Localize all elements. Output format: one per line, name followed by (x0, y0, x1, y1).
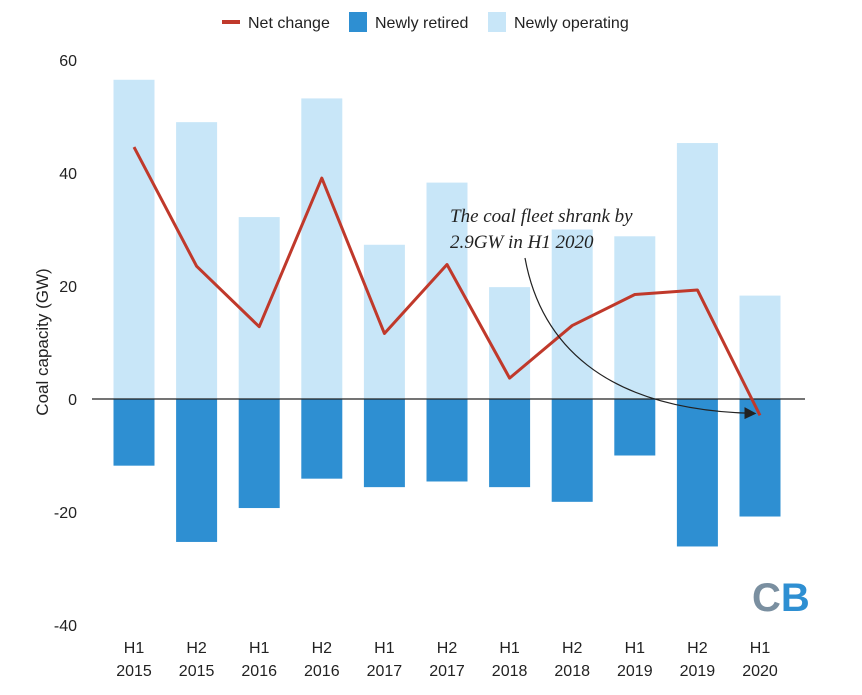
legend-swatch-line (222, 20, 240, 24)
newly-retired-bar (176, 399, 218, 542)
y-tick-label: 40 (59, 166, 77, 183)
x-axis: H1 2015 H2 2015 H1 2016 H2 2016 H1 2017 H2 2017 H1 20… (116, 640, 778, 680)
newly-retired-bar (363, 399, 405, 488)
x-tick-label: H2 2015 (179, 640, 215, 680)
x-tick-label: H1 2016 (241, 640, 277, 680)
newly-retired-bar (614, 399, 656, 456)
newly-operating-bar (676, 143, 718, 399)
x-tick-label: H2 2019 (680, 640, 716, 680)
net-change-line (132, 146, 762, 417)
newly-retired-bar (301, 399, 343, 479)
cb-logo-text: CB (752, 576, 810, 620)
legend: Net change Newly retired Newly operating (222, 12, 629, 32)
newly-retired-bar (426, 399, 468, 482)
legend-label: Newly operating (514, 15, 629, 32)
newly-retired-bar (676, 399, 718, 547)
x-tick-label: H1 2020 (742, 640, 778, 680)
newly-operating-bar (551, 229, 593, 399)
newly-operating-bar (176, 122, 218, 400)
annotation-line-1: The coal fleet shrank by (450, 206, 633, 227)
legend-swatch-box (349, 12, 367, 32)
y-axis: 60 40 20 0 -20 -40 (54, 53, 77, 635)
bars (113, 79, 781, 547)
newly-operating-bar (301, 98, 343, 400)
net-change-polyline (132, 146, 762, 417)
newly-operating-bar (238, 217, 280, 399)
y-tick-label: -40 (54, 618, 77, 635)
newly-operating-bar (614, 236, 656, 399)
y-tick-label: -20 (54, 505, 77, 522)
x-tick-label: H1 2019 (617, 640, 653, 680)
annotation-line-2: 2.9GW in H1 2020 (450, 232, 594, 253)
x-tick-label: H1 2017 (367, 640, 403, 680)
legend-swatch-box (488, 12, 506, 32)
y-tick-label: 0 (68, 392, 77, 409)
newly-retired-bar (113, 399, 155, 466)
cb-logo: CB (752, 576, 810, 620)
annotation-arrow (524, 257, 757, 420)
newly-retired-bar (551, 399, 593, 502)
newly-operating-bar (113, 79, 155, 400)
x-tick-label: H1 2018 (492, 640, 528, 680)
newly-operating-bar (739, 295, 781, 399)
newly-operating-bar (363, 244, 405, 399)
x-tick-label: H2 2016 (304, 640, 340, 680)
legend-label: Net change (248, 15, 330, 32)
x-tick-label: H2 2018 (554, 640, 590, 680)
newly-operating-bar (489, 287, 531, 399)
newly-retired-bar (739, 399, 781, 517)
x-tick-label: H2 2017 (429, 640, 465, 680)
y-tick-label: 60 (59, 53, 77, 70)
y-tick-label: 20 (59, 279, 77, 296)
x-tick-label: H1 2015 (116, 640, 152, 680)
newly-retired-bar (489, 399, 531, 488)
legend-label: Newly retired (375, 15, 468, 32)
annotation: The coal fleet shrank by 2.9GW in H1 202… (450, 206, 757, 420)
y-axis-label: Coal capacity (GW) (33, 268, 52, 415)
newly-retired-bar (238, 399, 280, 509)
